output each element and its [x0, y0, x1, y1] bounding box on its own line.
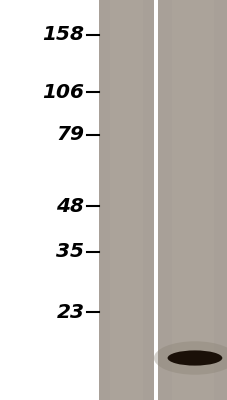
Ellipse shape	[153, 341, 227, 375]
Text: 106: 106	[42, 83, 84, 102]
Text: 48: 48	[56, 197, 84, 216]
FancyBboxPatch shape	[153, 0, 158, 400]
FancyBboxPatch shape	[110, 0, 142, 400]
Ellipse shape	[167, 350, 221, 366]
FancyBboxPatch shape	[99, 0, 153, 400]
Text: 23: 23	[56, 303, 84, 322]
Text: 79: 79	[56, 125, 84, 144]
Text: 158: 158	[42, 25, 84, 44]
FancyBboxPatch shape	[172, 0, 213, 400]
FancyBboxPatch shape	[158, 0, 227, 400]
Text: 35: 35	[56, 242, 84, 261]
